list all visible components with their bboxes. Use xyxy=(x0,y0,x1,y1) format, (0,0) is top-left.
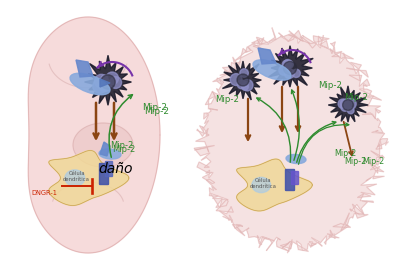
Text: Mip-2: Mip-2 xyxy=(215,96,239,105)
Text: Mip-2: Mip-2 xyxy=(344,92,368,101)
Circle shape xyxy=(343,99,352,108)
Circle shape xyxy=(292,69,300,78)
Circle shape xyxy=(237,74,249,86)
Polygon shape xyxy=(328,86,368,122)
Polygon shape xyxy=(100,142,110,156)
Text: Célula
dendrítica: Célula dendrítica xyxy=(250,178,276,189)
Circle shape xyxy=(106,72,118,85)
Text: Mip-2: Mip-2 xyxy=(318,81,342,90)
Ellipse shape xyxy=(99,149,121,159)
FancyBboxPatch shape xyxy=(292,172,299,184)
Ellipse shape xyxy=(252,177,270,193)
Circle shape xyxy=(242,79,253,91)
Circle shape xyxy=(237,80,246,89)
FancyBboxPatch shape xyxy=(105,161,112,177)
Text: Mip-2: Mip-2 xyxy=(344,156,366,166)
Text: Mip-2: Mip-2 xyxy=(110,141,133,150)
Circle shape xyxy=(240,69,248,77)
Circle shape xyxy=(340,99,349,108)
Circle shape xyxy=(284,59,292,68)
Ellipse shape xyxy=(253,60,291,80)
Text: Mip-2: Mip-2 xyxy=(362,156,384,166)
Text: Mip-2: Mip-2 xyxy=(334,149,356,157)
FancyBboxPatch shape xyxy=(99,163,108,184)
Polygon shape xyxy=(76,60,93,77)
Circle shape xyxy=(343,100,353,110)
Polygon shape xyxy=(73,123,133,167)
Circle shape xyxy=(338,99,347,108)
Circle shape xyxy=(285,69,294,79)
Circle shape xyxy=(286,61,293,68)
Circle shape xyxy=(345,99,356,109)
Polygon shape xyxy=(258,48,276,64)
Ellipse shape xyxy=(65,170,85,186)
Circle shape xyxy=(95,74,108,88)
Text: Mip-2: Mip-2 xyxy=(112,145,135,155)
Ellipse shape xyxy=(70,73,110,95)
Polygon shape xyxy=(84,55,131,105)
Text: DNGR-1: DNGR-1 xyxy=(31,190,57,196)
Polygon shape xyxy=(194,28,388,253)
Circle shape xyxy=(282,60,291,69)
Text: Célula
dendrítica: Célula dendrítica xyxy=(63,171,90,182)
Polygon shape xyxy=(222,61,261,100)
Circle shape xyxy=(110,77,121,89)
Circle shape xyxy=(101,75,115,89)
Circle shape xyxy=(101,75,108,82)
Circle shape xyxy=(279,66,288,75)
Circle shape xyxy=(341,103,349,111)
Circle shape xyxy=(347,107,354,114)
Circle shape xyxy=(230,74,242,85)
Text: Mip-2: Mip-2 xyxy=(144,107,169,117)
Circle shape xyxy=(93,79,107,93)
Polygon shape xyxy=(28,17,160,253)
Text: Mip-2: Mip-2 xyxy=(142,103,167,112)
Ellipse shape xyxy=(286,154,306,163)
FancyBboxPatch shape xyxy=(285,170,294,190)
Text: daño: daño xyxy=(99,162,133,176)
Polygon shape xyxy=(268,46,313,87)
Polygon shape xyxy=(237,159,312,211)
Circle shape xyxy=(98,79,111,92)
Polygon shape xyxy=(49,150,129,205)
Circle shape xyxy=(283,61,297,75)
Circle shape xyxy=(242,84,248,90)
Circle shape xyxy=(243,81,248,86)
Polygon shape xyxy=(100,79,110,87)
